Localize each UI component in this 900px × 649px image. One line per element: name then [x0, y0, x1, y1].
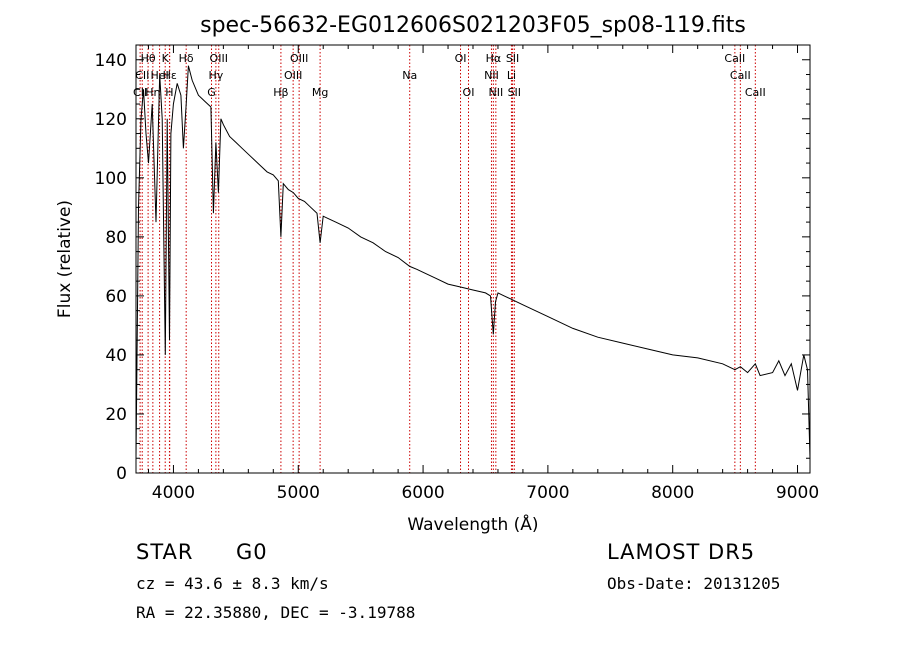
spectral-line-markers: [139, 45, 756, 473]
line-label-12: Hβ: [273, 86, 288, 99]
line-label-23: Li: [507, 69, 516, 82]
redshift-velocity: cz = 43.6 ± 8.3 km/s: [136, 574, 329, 593]
y-tick-label-5: 100: [95, 169, 127, 189]
x-tick-label-2: 6000: [401, 483, 444, 503]
line-label-7: Hε: [163, 69, 177, 82]
line-label-6: H: [165, 86, 173, 99]
y-tick-label-3: 60: [105, 287, 127, 307]
line-label-3: Hη: [145, 86, 160, 99]
y-tick-label-1: 20: [105, 405, 127, 425]
line-label-22: SII: [506, 52, 519, 65]
x-tick-label-3: 7000: [526, 483, 569, 503]
survey-name: LAMOST DR5: [607, 540, 756, 564]
line-label-21: NII: [488, 86, 503, 99]
x-tick-label-0: 4000: [152, 483, 195, 503]
line-label-26: CaII: [730, 69, 751, 82]
line-label-25: CaII: [724, 52, 745, 65]
y-tick-label-0: 0: [116, 464, 127, 484]
line-label-0: Hθ: [141, 52, 156, 65]
line-label-15: Mg: [312, 86, 328, 99]
y-axis-label: Flux (relative): [55, 200, 75, 318]
x-tick-label-5: 9000: [776, 483, 819, 503]
y-tick-label-4: 80: [105, 228, 127, 248]
coordinates: RA = 22.35880, DEC = -3.19788: [136, 603, 416, 622]
chart-title: spec-56632-EG012606S021203F05_sp08-119.f…: [200, 13, 746, 38]
line-label-27: CaII: [745, 86, 766, 99]
line-label-11: G: [207, 86, 216, 99]
object-subclass: G0: [236, 540, 268, 564]
x-tick-label-4: 8000: [651, 483, 694, 503]
object-class: STAR: [136, 540, 194, 564]
line-label-17: OI: [455, 52, 467, 65]
line-label-20: NII: [484, 69, 499, 82]
line-label-5: K: [162, 52, 170, 65]
x-axis-ticks: 4000 5000 6000 7000 8000 9000: [147, 45, 819, 503]
y-tick-label-2: 40: [105, 346, 127, 366]
line-label-16: Na: [402, 69, 417, 82]
x-tick-label-1: 5000: [277, 483, 320, 503]
line-label-19: Hα: [486, 52, 502, 65]
line-label-24: SII: [508, 86, 521, 99]
line-label-9: OIII: [210, 52, 228, 65]
line-label-13: OIII: [290, 52, 308, 65]
line-label-8: Hδ: [179, 52, 194, 65]
line-label-14: OIII: [284, 69, 302, 82]
plot-frame: [135, 44, 811, 474]
line-label-18: OI: [463, 86, 475, 99]
y-tick-label-6: 120: [95, 110, 127, 130]
line-label-10: Hγ: [208, 69, 223, 82]
observation-date: Obs-Date: 20131205: [607, 574, 781, 593]
y-axis-ticks: 0 20 40 60 80 100 120 140: [95, 51, 810, 484]
y-tick-label-7: 140: [95, 51, 127, 71]
x-axis-label: Wavelength (Å): [407, 513, 538, 535]
spectrum-line: [135, 65, 811, 459]
line-label-1: CII: [135, 69, 149, 82]
